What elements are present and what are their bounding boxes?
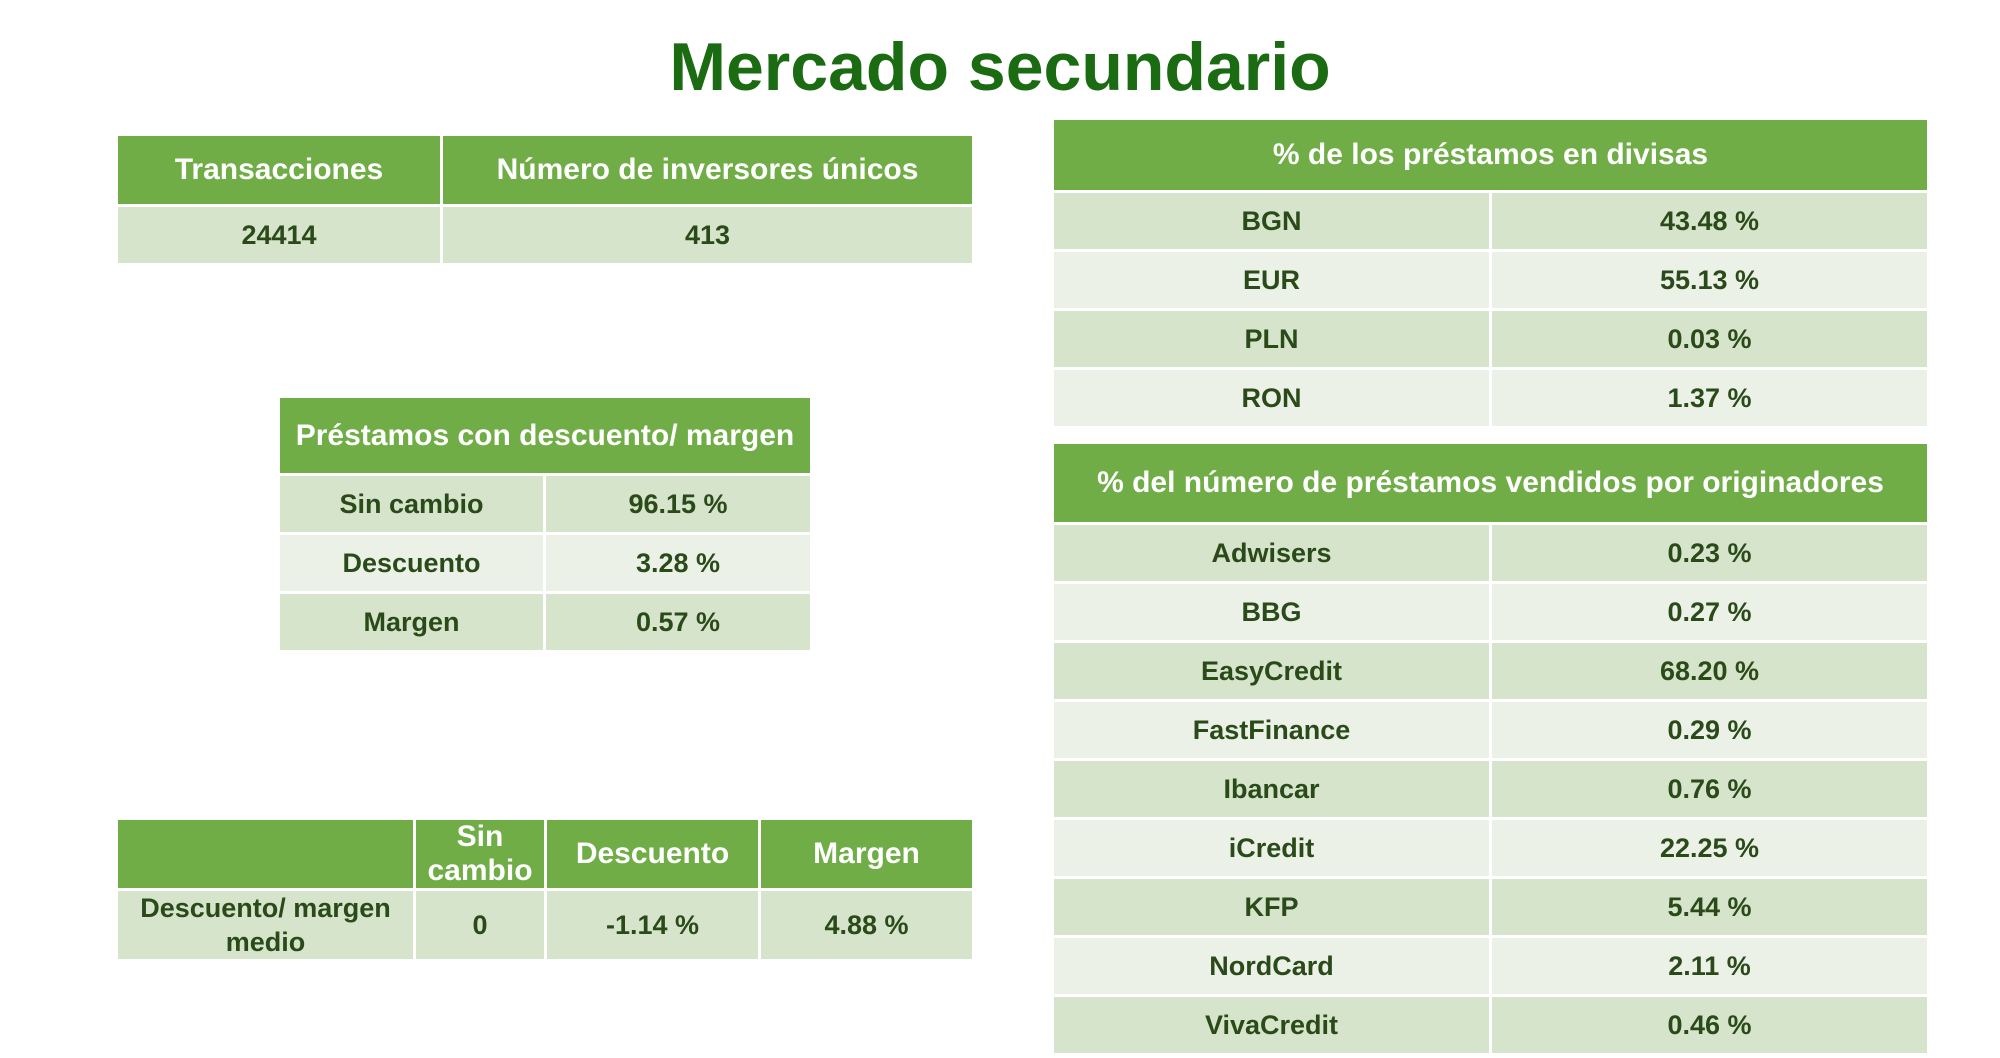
originator-label: KFP	[1051, 876, 1492, 938]
table-row: NordCard 2.11 %	[1051, 935, 1931, 997]
originator-label: Adwisers	[1051, 522, 1492, 584]
row-value: 3.28 %	[543, 532, 813, 594]
table-row: VivaCredit 0.46 %	[1051, 994, 1931, 1056]
originator-label: EasyCredit	[1051, 640, 1492, 702]
row-value: 0.57 %	[543, 591, 813, 653]
originator-value: 68.20 %	[1488, 640, 1931, 702]
currency-label: RON	[1051, 367, 1492, 429]
table-row: BGN 43.48 %	[1051, 190, 1930, 252]
currency-value: 55.13 %	[1489, 249, 1930, 311]
originator-label: NordCard	[1051, 935, 1492, 997]
originator-value: 5.44 %	[1488, 876, 1931, 938]
average-discount: -1.14 %	[544, 888, 761, 962]
value-unique-investors: 413	[440, 204, 975, 266]
originator-label: VivaCredit	[1051, 994, 1492, 1056]
originator-value: 22.25 %	[1488, 817, 1931, 879]
table-row: Descuento 3.28 %	[277, 532, 813, 594]
currency-label: BGN	[1051, 190, 1492, 252]
table-row: RON 1.37 %	[1051, 367, 1930, 429]
currencies-header: % de los préstamos en divisas	[1051, 117, 1930, 193]
currency-label: EUR	[1051, 249, 1492, 311]
currency-value: 43.48 %	[1489, 190, 1930, 252]
average-header-discount: Descuento	[544, 817, 761, 891]
average-header-margin: Margen	[758, 817, 975, 891]
originator-label: iCredit	[1051, 817, 1492, 879]
table-row: Descuento/ margen medio 0 -1.14 % 4.88 %	[115, 888, 975, 962]
discount-margin-table: Préstamos con descuento/ margen Sin camb…	[277, 395, 813, 653]
average-margin: 4.88 %	[758, 888, 975, 962]
table-row: BBG 0.27 %	[1051, 581, 1931, 643]
currency-value: 1.37 %	[1489, 367, 1930, 429]
originator-label: FastFinance	[1051, 699, 1492, 761]
row-label: Descuento	[277, 532, 546, 594]
originator-value: 2.11 %	[1488, 935, 1931, 997]
originator-label: BBG	[1051, 581, 1492, 643]
originators-table: % del número de préstamos vendidos por o…	[1050, 441, 1931, 1056]
average-header-no-change: Sin cambio	[413, 817, 547, 891]
value-transactions: 24414	[115, 204, 443, 266]
table-row: Margen 0.57 %	[277, 591, 813, 653]
originator-value: 0.29 %	[1488, 699, 1931, 761]
average-table: Sin cambio Descuento Margen Descuento/ m…	[115, 817, 975, 962]
average-no-change: 0	[413, 888, 547, 962]
originator-value: 0.27 %	[1488, 581, 1931, 643]
currency-label: PLN	[1051, 308, 1492, 370]
table-row: Sin cambio 96.15 %	[277, 473, 813, 535]
average-header-empty	[115, 817, 416, 891]
originator-value: 0.23 %	[1488, 522, 1931, 584]
row-value: 96.15 %	[543, 473, 813, 535]
row-label: Sin cambio	[277, 473, 546, 535]
originator-value: 0.76 %	[1488, 758, 1931, 820]
header-unique-investors: Número de inversores únicos	[440, 133, 975, 207]
table-row: Ibancar 0.76 %	[1051, 758, 1931, 820]
currency-value: 0.03 %	[1489, 308, 1930, 370]
table-row: KFP 5.44 %	[1051, 876, 1931, 938]
table-row: PLN 0.03 %	[1051, 308, 1930, 370]
header-transactions: Transacciones	[115, 133, 443, 207]
currencies-table: % de los préstamos en divisas BGN 43.48 …	[1051, 117, 1930, 429]
table-row: EUR 55.13 %	[1051, 249, 1930, 311]
summary-table: Transacciones Número de inversores único…	[115, 133, 975, 266]
table-row: FastFinance 0.29 %	[1051, 699, 1931, 761]
table-row: iCredit 22.25 %	[1051, 817, 1931, 879]
table-row: EasyCredit 68.20 %	[1051, 640, 1931, 702]
originators-header: % del número de préstamos vendidos por o…	[1050, 441, 1931, 525]
discount-margin-header: Préstamos con descuento/ margen	[277, 395, 813, 476]
table-row: Adwisers 0.23 %	[1051, 522, 1931, 584]
originator-value: 0.46 %	[1488, 994, 1931, 1056]
average-row-label: Descuento/ margen medio	[115, 888, 416, 962]
page-title: Mercado secundario	[669, 29, 1331, 105]
row-label: Margen	[277, 591, 546, 653]
originator-label: Ibancar	[1051, 758, 1492, 820]
